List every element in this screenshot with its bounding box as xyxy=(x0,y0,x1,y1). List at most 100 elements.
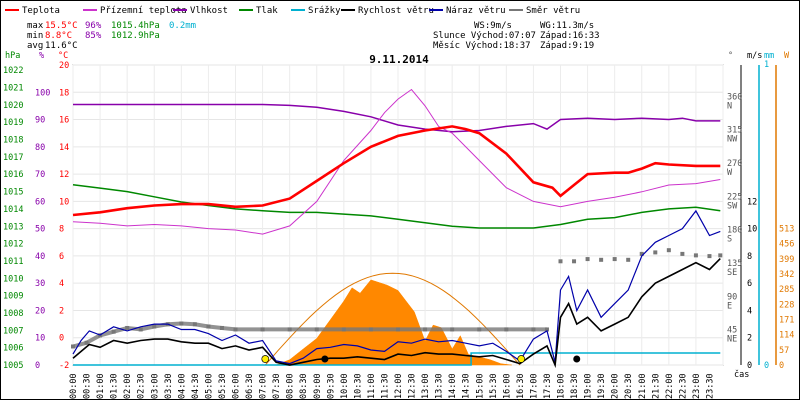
c-tick: 14 xyxy=(59,143,69,153)
sun-curve xyxy=(264,272,521,366)
time-tick: 18:30 xyxy=(570,373,580,399)
wind-direction-point xyxy=(558,259,563,264)
info-moon: Měsíc Východ:18:37 xyxy=(433,41,531,51)
stat-rain: 0.2mm xyxy=(169,21,196,31)
time-tick: 13:30 xyxy=(435,373,445,399)
ground-temperature-line xyxy=(72,88,721,235)
hpa-tick: 1013 xyxy=(3,222,23,232)
time-tick: 23:30 xyxy=(705,373,715,399)
moonrise-marker xyxy=(573,355,581,363)
wind-direction-line xyxy=(72,321,547,349)
legend-label: Rychlost větru xyxy=(358,6,434,16)
info-sun: Slunce Východ:07:07 xyxy=(433,31,536,41)
ms-tick: 4 xyxy=(747,306,752,316)
time-tick: 05:30 xyxy=(218,373,228,399)
w-tick: 285 xyxy=(779,285,794,295)
dir-tick-name: NW xyxy=(727,135,738,145)
time-tick: 07:00 xyxy=(259,373,269,399)
time-tick: 18:00 xyxy=(557,373,567,399)
series-layer xyxy=(71,88,723,369)
c-tick: 16 xyxy=(59,116,69,126)
hpa-tick: 1019 xyxy=(3,118,23,128)
dir-tick-name: SE xyxy=(727,268,737,278)
wind-direction-point xyxy=(693,253,698,258)
hpa-tick: 1016 xyxy=(3,170,23,180)
stat-min-press: 1012.9hPa xyxy=(111,31,160,41)
x-ticks: 00:00 00:30 01:00 01:30 02:00 02:30 03:00 03:30… xyxy=(69,373,715,399)
wind-direction-point xyxy=(707,254,712,259)
markers xyxy=(261,355,581,363)
pct-tick: 50 xyxy=(35,225,45,235)
dir-tick-name: W xyxy=(727,168,733,178)
legend-label: Srážky xyxy=(308,6,341,16)
time-tick: 07:30 xyxy=(272,373,282,399)
pct-tick: 40 xyxy=(35,252,45,262)
dir-tick-deg: 135 xyxy=(727,259,742,269)
stat-avg-temp: 11.6°C xyxy=(45,41,78,51)
info-wg: WG:11.3m/s xyxy=(540,21,594,31)
moonset-marker xyxy=(321,355,329,363)
pct-tick: 80 xyxy=(35,143,45,153)
time-tick: 17:30 xyxy=(543,373,553,399)
legend: Teplota Přízemní teplota Vlhkost Tlak Srážky… xyxy=(5,6,580,16)
time-tick: 03:30 xyxy=(164,373,174,399)
w-tick: 513 xyxy=(779,225,794,235)
time-tick: 23:00 xyxy=(692,373,702,399)
wind-direction-point xyxy=(680,251,685,256)
solar-radiation-area xyxy=(276,279,512,366)
time-tick: 16:00 xyxy=(502,373,512,399)
wind-direction-point xyxy=(599,257,604,262)
mm-axis-label: mm xyxy=(764,51,774,61)
hpa-tick: 1005 xyxy=(3,361,23,371)
dir-tick-deg: 315 xyxy=(727,126,742,136)
info-ws: WS:9m/s xyxy=(474,21,512,31)
ms-tick: 6 xyxy=(747,279,752,289)
hpa-tick: 1018 xyxy=(3,136,23,146)
wind-direction-point xyxy=(572,259,577,264)
pct-tick: 90 xyxy=(35,116,45,126)
time-tick: 21:00 xyxy=(638,373,648,399)
wind-speed-line xyxy=(72,258,721,369)
hpa-tick: 1012 xyxy=(3,240,23,250)
time-tick: 20:00 xyxy=(611,373,621,399)
pct-tick: 60 xyxy=(35,197,45,207)
w-axis-label: W xyxy=(784,51,790,61)
dir-tick-deg: 180 xyxy=(727,226,742,236)
time-tick: 19:00 xyxy=(584,373,594,399)
time-tick: 04:00 xyxy=(177,373,187,399)
c-tick: 10 xyxy=(59,197,69,207)
time-tick: 22:30 xyxy=(678,373,688,399)
time-tick: 06:00 xyxy=(232,373,242,399)
legend-label: Teplota xyxy=(22,6,60,16)
hpa-tick: 1020 xyxy=(3,101,23,111)
time-tick: 16:30 xyxy=(516,373,526,399)
axis-units: hPa % °C ° m/s mm W čas xyxy=(5,51,790,380)
w-tick: 57 xyxy=(779,346,789,356)
pct-tick: 30 xyxy=(35,279,45,289)
mm-tick: 1 xyxy=(764,60,769,70)
pct-tick: 10 xyxy=(35,334,45,344)
info-moon-set: Západ:9:19 xyxy=(540,41,594,51)
wind-direction-point xyxy=(653,250,658,255)
y-ticks: 1022102110201019101810171016101510141013… xyxy=(3,60,794,371)
w-tick: 399 xyxy=(779,255,794,265)
ms-tick: 2 xyxy=(747,334,752,344)
time-tick: 11:30 xyxy=(380,373,390,399)
time-tick: 06:30 xyxy=(245,373,255,399)
time-tick: 19:30 xyxy=(597,373,607,399)
time-tick: 11:00 xyxy=(367,373,377,399)
time-tick: 02:30 xyxy=(137,373,147,399)
legend-label: Tlak xyxy=(256,6,278,16)
ms-tick: 0 xyxy=(747,361,752,371)
legend-label: Směr větru xyxy=(526,6,580,16)
temperature-line xyxy=(72,125,721,217)
time-tick: 05:00 xyxy=(204,373,214,399)
hpa-tick: 1011 xyxy=(3,257,23,267)
wind-direction-point xyxy=(718,253,723,258)
hpa-axis-label: hPa xyxy=(5,51,20,61)
w-tick: 342 xyxy=(779,270,794,280)
dir-tick-deg: 270 xyxy=(727,159,742,169)
hpa-tick: 1010 xyxy=(3,274,23,284)
ms-axis-label: m/s xyxy=(747,51,762,61)
dir-tick-name: SW xyxy=(727,201,738,211)
